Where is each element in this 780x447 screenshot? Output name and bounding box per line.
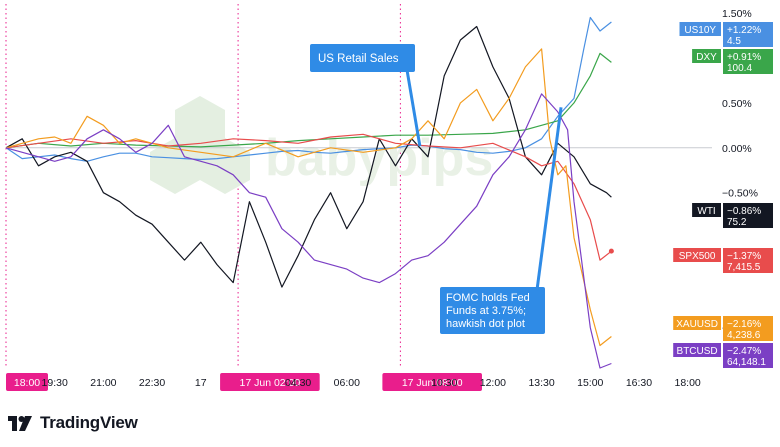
series-change-label: −2.47% <box>727 346 761 357</box>
y-tick-label: 0.00% <box>722 143 752 155</box>
x-tick-label: 12:00 <box>480 377 506 389</box>
y-tick-label: −0.50% <box>722 188 758 200</box>
series-line-wti <box>5 25 612 288</box>
series-change-label: −2.16% <box>727 319 761 330</box>
x-tick-label: 22:30 <box>139 377 165 389</box>
series-change-label: +0.91% <box>727 52 761 63</box>
series-name-label: WTI <box>697 206 715 217</box>
series-name-badge <box>692 49 721 63</box>
series-value-badge <box>723 49 773 74</box>
series-name-badge <box>692 203 721 217</box>
series-last-value: 7,415.5 <box>727 262 761 273</box>
x-tick-label: 16:30 <box>626 377 652 389</box>
x-tick-label: 10:30 <box>431 377 457 389</box>
annotation-pointer <box>535 107 563 291</box>
event-marker-label: 17 Jun 08:00 <box>402 377 463 389</box>
annotation-pointer <box>405 69 422 147</box>
series-change-label: −1.37% <box>727 251 761 262</box>
x-tick-label: 17 <box>195 377 207 389</box>
tradingview-icon <box>8 416 32 431</box>
event-marker-badge <box>382 373 482 391</box>
series-line-dxy <box>5 52 612 149</box>
series-name-label: XAUUSD <box>676 319 718 330</box>
series-value-badge <box>723 316 773 341</box>
event-marker-badge <box>6 373 48 391</box>
annotation-box <box>310 44 415 72</box>
series-value-badge <box>723 203 773 228</box>
annotation-text-line: Funds at 3.75%; <box>446 305 526 317</box>
series-last-value: 100.4 <box>727 63 752 74</box>
series-endpoint-spx500 <box>608 248 614 254</box>
series-last-value: 4,238.6 <box>727 330 761 341</box>
series-change-label: +1.22% <box>727 25 761 36</box>
watermark: babypips <box>150 96 493 194</box>
series-line-btcusd <box>5 93 612 369</box>
x-tick-label: 21:00 <box>90 377 116 389</box>
x-tick-label: 19:30 <box>42 377 68 389</box>
x-tick-label: 04:30 <box>285 377 311 389</box>
annotation-text: US Retail Sales <box>318 53 399 65</box>
series-change-label: −0.86% <box>727 206 761 217</box>
x-tick-label: 13:30 <box>528 377 554 389</box>
series-line-us10y <box>5 16 612 162</box>
series-name-badge <box>679 22 721 36</box>
series-name-badge <box>673 248 721 262</box>
event-marker-badge <box>220 373 320 391</box>
series-value-badge <box>723 22 773 47</box>
event-marker-label: 18:00 <box>14 377 40 389</box>
series-last-value: 75.2 <box>727 217 747 228</box>
annotation-text-line: hawkish dot plot <box>446 318 525 330</box>
x-tick-label: 15:00 <box>577 377 603 389</box>
series-name-label: BTCUSD <box>677 346 718 357</box>
annotation-box <box>440 287 545 334</box>
series-name-badge <box>673 343 721 357</box>
watermark-text: babypips <box>265 129 493 187</box>
y-tick-label: 1.50% <box>722 8 752 20</box>
series-last-value: 4.5 <box>727 36 741 47</box>
series-name-label: DXY <box>696 52 717 63</box>
series-name-label: SPX500 <box>679 251 716 262</box>
event-marker-label: 17 Jun 02:00 <box>240 377 301 389</box>
y-tick-label: 0.50% <box>722 98 752 110</box>
tradingview-logo[interactable]: TradingView <box>8 411 138 435</box>
annotation-text: FOMC holds Fed Funds at 3.75%; hawkish dot… <box>446 292 530 330</box>
series-value-badge <box>723 248 773 273</box>
series-last-value: 64,148.1 <box>727 357 766 368</box>
x-tick-label: 18:00 <box>675 377 701 389</box>
series-line-xauusd <box>5 48 612 347</box>
series-value-badge <box>723 343 773 368</box>
series-name-label: US10Y <box>684 25 716 36</box>
series-name-badge <box>673 316 721 330</box>
tradingview-wordmark: TradingView <box>40 413 138 432</box>
annotation-text-line: FOMC holds Fed <box>446 292 530 304</box>
x-tick-label: 06:00 <box>334 377 360 389</box>
